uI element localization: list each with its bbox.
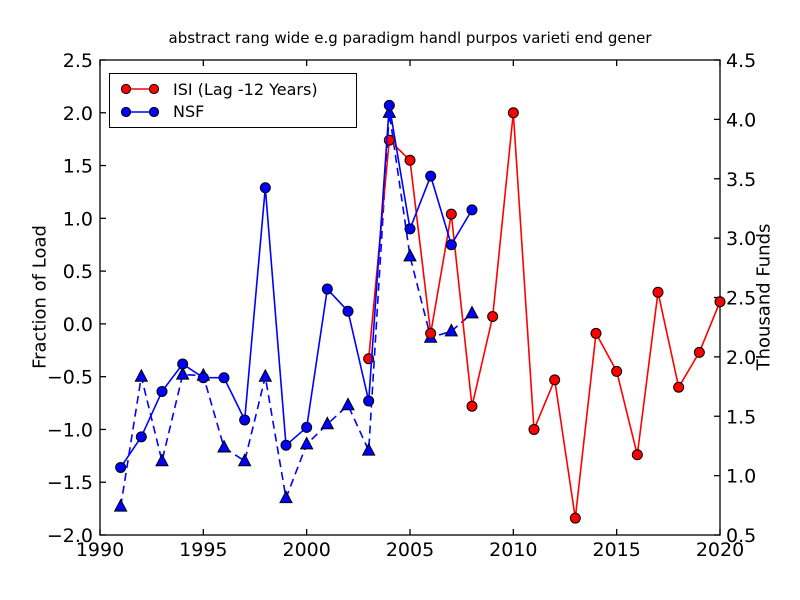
legend-label-nsf: NSF [173, 102, 205, 122]
data-point-marker-circle [631, 449, 643, 461]
data-point-marker-triangle [175, 366, 190, 380]
data-point-marker-triangle [320, 416, 335, 430]
right-axis-label: Thousand Funds [753, 223, 775, 371]
y-tick-label-left: −2.0 [47, 525, 93, 547]
data-point-marker-circle [280, 439, 292, 451]
series-line-isi [367, 112, 721, 519]
data-point-marker-circle [549, 374, 561, 386]
data-point-marker-circle [693, 346, 705, 358]
data-point-marker-circle [177, 358, 189, 370]
data-point-marker-circle [466, 400, 478, 412]
y-tick-label-left: 1.0 [63, 208, 93, 230]
y-tick-label-left: 2.0 [63, 103, 93, 125]
data-point-marker-circle [259, 182, 271, 194]
data-point-marker-circle [507, 107, 519, 119]
legend-item-isi: ISI (Lag -12 Years) [117, 80, 349, 99]
data-point-marker-circle [197, 372, 209, 384]
data-point-marker-triangle [217, 439, 231, 453]
y-tick-label-right: 4.0 [726, 109, 756, 131]
series-line-dashed-triangles [119, 112, 473, 507]
legend-item-nsf: NSF [117, 102, 349, 121]
data-point-marker-circle [342, 305, 354, 317]
data-point-marker-circle [301, 421, 313, 433]
x-tick-label: 2000 [282, 539, 330, 561]
data-point-marker-triangle [134, 368, 149, 382]
x-tick-label: 1995 [179, 539, 227, 561]
y-tick-label-right: 3.5 [726, 169, 756, 191]
data-point-marker-circle [611, 365, 623, 377]
data-point-marker-circle [528, 423, 540, 435]
data-point-marker-triangle [113, 498, 128, 512]
y-tick-label-left: −1.0 [47, 419, 93, 441]
data-point-marker-circle [466, 204, 478, 216]
x-tick-label: 2015 [592, 539, 640, 561]
legend-line-sample-isi [120, 84, 160, 95]
data-point-marker-triangle [403, 248, 417, 262]
data-point-marker-circle [425, 327, 437, 339]
x-tick-label: 2005 [386, 539, 434, 561]
chart-title: abstract rang wide e.g paradigm handl pu… [168, 29, 652, 47]
data-point-marker-circle [404, 154, 416, 166]
data-point-marker-circle [135, 431, 147, 443]
y-tick-label-right: 1.5 [726, 406, 756, 428]
data-point-marker-triangle [279, 490, 293, 504]
data-point-marker-triangle [465, 305, 479, 319]
y-tick-label-right: 4.5 [726, 50, 756, 72]
data-point-marker-circle [445, 239, 457, 251]
legend-line-sample-nsf [120, 106, 160, 117]
x-tick-label: 2010 [489, 539, 537, 561]
y-tick-label-left: 1.5 [63, 156, 93, 178]
y-tick-label-left: −0.5 [47, 367, 93, 389]
data-point-marker-circle [652, 286, 664, 298]
data-point-marker-triangle [361, 442, 376, 456]
x-tick-label: 2020 [696, 539, 744, 561]
legend: ISI (Lag -12 Years) NSF [109, 73, 357, 128]
data-point-marker-circle [404, 223, 416, 235]
data-point-marker-triangle [299, 436, 314, 450]
data-point-marker-triangle [155, 453, 169, 467]
y-tick-label-right: 3.0 [726, 228, 756, 250]
y-tick-label-left: 0.0 [63, 314, 93, 336]
legend-label-isi: ISI (Lag -12 Years) [173, 79, 318, 99]
data-point-marker-triangle [341, 397, 355, 411]
left-axis-label: Fraction of Load [29, 225, 51, 369]
axes-frame [99, 59, 721, 536]
data-point-marker-circle [363, 395, 375, 407]
data-point-marker-circle [218, 372, 230, 384]
data-point-marker-circle [487, 311, 499, 322]
data-point-marker-triangle [444, 323, 459, 337]
data-point-marker-circle [321, 283, 333, 295]
y-tick-label-right: 0.5 [726, 525, 756, 547]
y-tick-label-right: 2.5 [726, 288, 756, 310]
y-tick-label-right: 1.0 [726, 466, 756, 488]
x-tick-label: 1990 [76, 539, 124, 561]
data-point-marker-triangle [258, 368, 273, 382]
data-point-marker-circle [714, 296, 726, 308]
data-point-marker-circle [115, 461, 127, 473]
data-point-marker-circle [239, 414, 251, 426]
y-tick-label-left: 0.5 [63, 261, 93, 283]
data-point-marker-circle [425, 170, 437, 182]
data-point-marker-circle [445, 208, 457, 220]
y-tick-label-right: 2.0 [726, 347, 756, 369]
series-line-nsf [120, 104, 473, 468]
data-point-marker-circle [673, 381, 685, 393]
y-tick-label-left: −1.5 [47, 472, 93, 494]
data-point-marker-circle [590, 327, 602, 339]
data-point-marker-circle [383, 99, 395, 111]
y-tick-label-left: 2.5 [63, 50, 93, 72]
data-point-marker-circle [569, 512, 581, 524]
data-point-marker-triangle [237, 453, 252, 467]
data-point-marker-circle [156, 385, 168, 397]
